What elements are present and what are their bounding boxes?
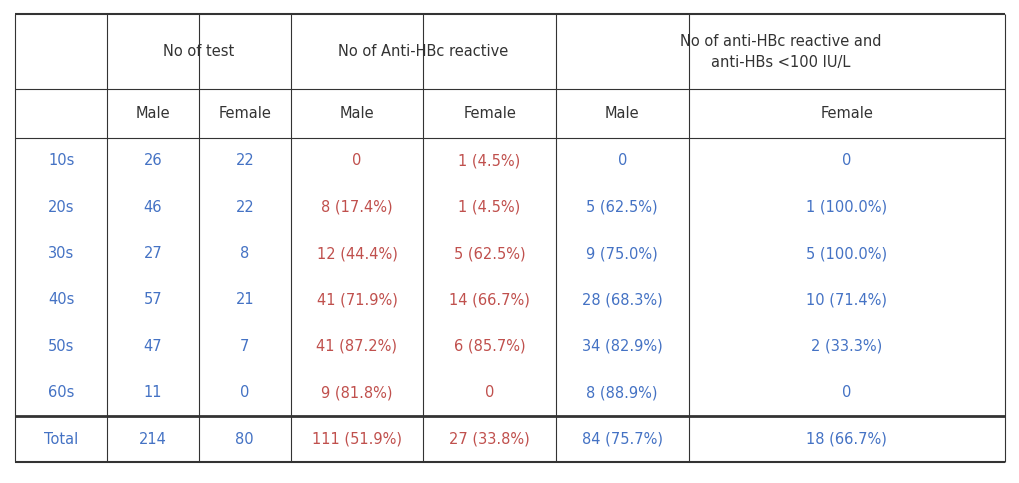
- Text: 0: 0: [484, 385, 494, 400]
- Text: Male: Male: [339, 106, 374, 121]
- Text: 34 (82.9%): 34 (82.9%): [581, 339, 662, 354]
- Text: 28 (68.3%): 28 (68.3%): [581, 292, 662, 308]
- Text: 0: 0: [616, 153, 627, 169]
- Text: 26: 26: [144, 153, 162, 169]
- Text: 11: 11: [144, 385, 162, 400]
- Text: Female: Female: [819, 106, 872, 121]
- Text: 5 (62.5%): 5 (62.5%): [453, 246, 525, 261]
- Text: 41 (71.9%): 41 (71.9%): [316, 292, 397, 308]
- Text: Male: Male: [136, 106, 170, 121]
- Text: 30s: 30s: [48, 246, 74, 261]
- Text: No of anti-HBc reactive and
anti-HBs <100 IU/L: No of anti-HBc reactive and anti-HBs <10…: [679, 34, 880, 70]
- Text: 1 (100.0%): 1 (100.0%): [805, 199, 887, 215]
- Text: 1 (4.5%): 1 (4.5%): [458, 153, 521, 169]
- Text: Total: Total: [44, 431, 78, 447]
- Text: 41 (87.2%): 41 (87.2%): [316, 339, 397, 354]
- Text: 214: 214: [139, 431, 167, 447]
- Text: 22: 22: [235, 153, 254, 169]
- Text: 2 (33.3%): 2 (33.3%): [810, 339, 881, 354]
- Text: Male: Male: [604, 106, 639, 121]
- Text: 5 (100.0%): 5 (100.0%): [805, 246, 887, 261]
- Text: 6 (85.7%): 6 (85.7%): [453, 339, 525, 354]
- Text: 8 (88.9%): 8 (88.9%): [586, 385, 657, 400]
- Text: 0: 0: [352, 153, 362, 169]
- Text: 12 (44.4%): 12 (44.4%): [316, 246, 397, 261]
- Text: 14 (66.7%): 14 (66.7%): [448, 292, 530, 308]
- Text: No of test: No of test: [163, 44, 234, 59]
- Text: 47: 47: [144, 339, 162, 354]
- Text: 9 (75.0%): 9 (75.0%): [586, 246, 657, 261]
- Text: 5 (62.5%): 5 (62.5%): [586, 199, 657, 215]
- Text: 0: 0: [841, 153, 851, 169]
- Text: 111 (51.9%): 111 (51.9%): [312, 431, 401, 447]
- Text: 18 (66.7%): 18 (66.7%): [805, 431, 887, 447]
- Text: 80: 80: [235, 431, 254, 447]
- Text: 1 (4.5%): 1 (4.5%): [458, 199, 521, 215]
- Text: 57: 57: [144, 292, 162, 308]
- Text: 9 (81.8%): 9 (81.8%): [321, 385, 392, 400]
- Text: 40s: 40s: [48, 292, 74, 308]
- Text: 20s: 20s: [48, 199, 74, 215]
- Text: No of Anti-HBc reactive: No of Anti-HBc reactive: [338, 44, 507, 59]
- Text: 27: 27: [144, 246, 162, 261]
- Text: 46: 46: [144, 199, 162, 215]
- Text: Female: Female: [463, 106, 516, 121]
- Text: 27 (33.8%): 27 (33.8%): [448, 431, 530, 447]
- Text: 10s: 10s: [48, 153, 74, 169]
- Text: 7: 7: [239, 339, 250, 354]
- Text: 0: 0: [239, 385, 250, 400]
- Text: 0: 0: [841, 385, 851, 400]
- Text: Female: Female: [218, 106, 271, 121]
- Text: 21: 21: [235, 292, 254, 308]
- Text: 8 (17.4%): 8 (17.4%): [321, 199, 392, 215]
- Text: 22: 22: [235, 199, 254, 215]
- Text: 8: 8: [239, 246, 250, 261]
- Text: 84 (75.7%): 84 (75.7%): [581, 431, 662, 447]
- Text: 60s: 60s: [48, 385, 74, 400]
- Text: 10 (71.4%): 10 (71.4%): [805, 292, 887, 308]
- Text: 50s: 50s: [48, 339, 74, 354]
